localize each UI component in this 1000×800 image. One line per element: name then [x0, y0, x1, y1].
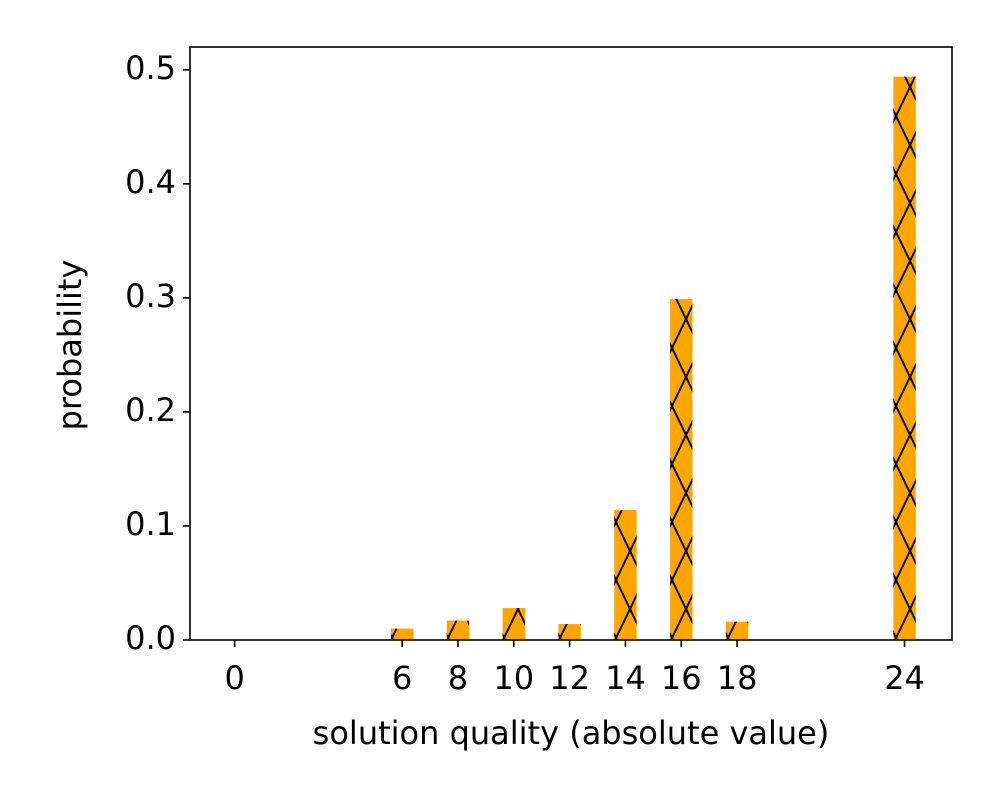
- y-tick-label: 0.3: [125, 277, 176, 315]
- y-tick-label: 0.1: [125, 505, 176, 543]
- bar-hatch: [670, 299, 693, 640]
- bar-hatch: [502, 608, 525, 640]
- x-tick-label: 0: [224, 659, 244, 697]
- x-tick-label: 12: [549, 659, 590, 697]
- y-tick-label: 0.4: [125, 163, 176, 201]
- x-tick-label: 14: [605, 659, 646, 697]
- x-tick-label: 8: [448, 659, 468, 697]
- bar-hatch: [614, 509, 637, 640]
- bar-hatch: [725, 621, 749, 640]
- x-tick-label: 10: [493, 659, 534, 697]
- plot-frame: [189, 46, 953, 641]
- bar-hatch: [446, 620, 470, 640]
- y-tick-label: 0.5: [125, 49, 176, 87]
- x-tick-label: 16: [661, 659, 702, 697]
- x-tick-label: 24: [884, 659, 925, 697]
- y-tick-label: 0.2: [125, 391, 176, 429]
- bar-hatch: [390, 628, 414, 640]
- bar-hatch: [893, 76, 916, 640]
- bar-hatch: [558, 624, 581, 640]
- y-tick-label: 0.0: [125, 619, 176, 657]
- x-axis-label: solution quality (absolute value): [313, 714, 830, 752]
- x-tick-label: 6: [392, 659, 412, 697]
- y-axis-label: probability: [51, 260, 89, 431]
- x-tick-label: 18: [717, 659, 758, 697]
